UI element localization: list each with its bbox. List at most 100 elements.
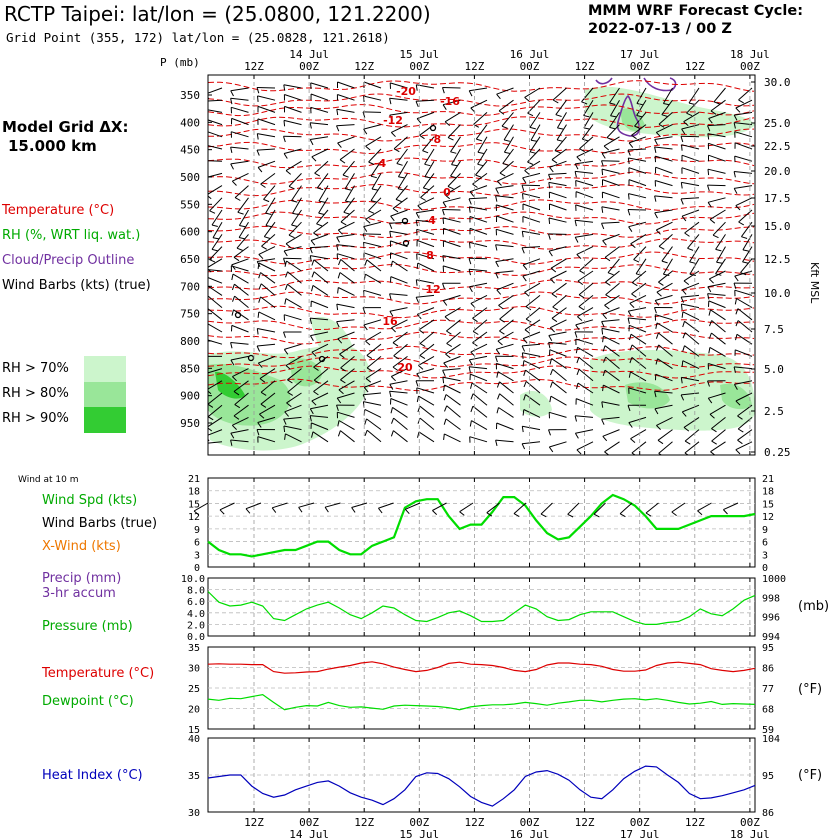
wind-barb — [708, 111, 726, 119]
height-tick-label: 7.5 — [764, 323, 784, 336]
temperature-contour — [208, 365, 755, 379]
wind-right-tick: 6 — [762, 538, 768, 549]
wind-left-tick: 12 — [188, 512, 200, 523]
wind-barb-feather — [472, 317, 478, 323]
wind-barb — [710, 441, 726, 453]
kft-msl-label: Kft MSL — [808, 262, 821, 304]
wind-barb-feather — [368, 210, 375, 214]
wind-barb-feather — [443, 418, 447, 425]
wind-barb-feather — [442, 201, 447, 208]
wind-barb-feather — [256, 149, 260, 156]
wind-barb-feather — [283, 250, 288, 257]
wind-barb-feather — [555, 114, 562, 117]
wind-barb-feather — [601, 206, 604, 213]
pressure-tick-label: 350 — [180, 89, 200, 102]
wind-barb-feather — [683, 427, 690, 432]
wind-barb — [316, 173, 329, 189]
height-tick-label: 12.5 — [764, 253, 791, 266]
temp-left-tick: 15 — [188, 725, 200, 736]
bottom-day-label: 18 Jul — [730, 828, 770, 840]
wind-barb-feather — [499, 318, 505, 323]
wind-barb-feather — [707, 286, 712, 293]
wind-barb — [208, 145, 223, 150]
wind-left-tick: 18 — [188, 487, 200, 498]
wind-barb — [737, 308, 753, 321]
wind-barb-feather — [450, 151, 457, 154]
wind-barb — [209, 197, 223, 212]
wind-barb-feather — [522, 275, 527, 282]
wind-barb-feather — [390, 215, 395, 222]
wind-barb-feather — [204, 161, 206, 167]
wind-barb-feather — [237, 211, 244, 215]
wind-barb-feather — [658, 123, 665, 128]
wind-right-tick: 12 — [762, 512, 774, 523]
wind-barb-feather — [495, 439, 498, 447]
wind-barb-feather — [442, 209, 445, 216]
wind-barb — [521, 246, 541, 249]
wind-barb — [522, 203, 541, 211]
wind-barb — [419, 331, 435, 344]
wind-barb-feather — [389, 293, 392, 300]
wind-barb — [734, 142, 753, 150]
wind-barb — [495, 439, 514, 443]
wind-barb-feather — [634, 125, 641, 129]
wind-barb — [529, 112, 541, 128]
wind-barb — [610, 99, 620, 117]
wind-barb — [208, 441, 223, 444]
wind-barb — [285, 160, 302, 172]
wind-barb — [603, 335, 620, 345]
wind-barb — [287, 283, 302, 296]
wind-barb-feather — [283, 418, 287, 425]
legend-pressure: Pressure (mb) — [42, 619, 133, 634]
wind-barb-feather — [389, 384, 394, 390]
wind-barb-feather — [627, 317, 630, 324]
wind-barb — [257, 133, 276, 138]
wind-barb — [231, 258, 249, 266]
legend-temp-sfc: Temperature (°C) — [42, 666, 155, 681]
wind-barb-feather — [208, 182, 209, 183]
height-tick-label: 20.0 — [764, 165, 791, 178]
wind-barb-feather — [363, 324, 368, 331]
wind-barb — [548, 341, 567, 345]
contour-label: -4 — [374, 157, 387, 170]
wind-barb — [499, 393, 514, 406]
wind-barb — [709, 346, 726, 357]
wind-barb — [363, 95, 382, 101]
wind-barb-feather — [496, 93, 501, 100]
wind-barb-feather — [495, 188, 499, 194]
wind-barb-feather — [257, 167, 263, 173]
wind-barb — [257, 95, 276, 101]
wind-barb — [495, 258, 514, 263]
wind-barb — [605, 270, 620, 283]
wind-barb — [232, 172, 249, 182]
wind-barb-feather — [311, 259, 315, 266]
wind-barb-feather — [208, 438, 210, 442]
wind-barb-feather — [309, 247, 313, 254]
wind-barb — [258, 262, 276, 272]
wind-barb-feather — [257, 362, 263, 368]
wind-barb — [708, 300, 726, 309]
wind-barb-feather — [336, 321, 340, 328]
wind-barb-feather — [208, 427, 213, 432]
panel-frames — [207, 74, 756, 813]
wind-barb-feather — [733, 384, 738, 390]
wind-barb-feather — [208, 195, 212, 200]
rh-area — [520, 390, 552, 417]
wind-barb-feather — [605, 294, 611, 299]
wind-10m-title: Wind at 10 m — [18, 475, 79, 485]
wind-barb-feather — [370, 200, 377, 203]
wind-barb-feather — [324, 506, 329, 513]
wind-barb — [524, 87, 541, 98]
wind-barb — [259, 368, 276, 380]
wind-barb-feather — [575, 324, 580, 331]
wind-barb — [495, 185, 514, 189]
wind-barb — [344, 185, 355, 202]
wind-barb-feather — [468, 269, 471, 276]
wind-barb-feather — [415, 380, 419, 387]
wind-barb — [337, 331, 355, 340]
wind-barb — [208, 99, 223, 102]
page-title: RCTP Taipei: lat/lon = (25.0800, 121.220… — [4, 2, 431, 26]
wind-barb-feather — [681, 128, 686, 135]
wind-barb — [708, 392, 726, 399]
wind-barb-feather — [579, 148, 585, 153]
